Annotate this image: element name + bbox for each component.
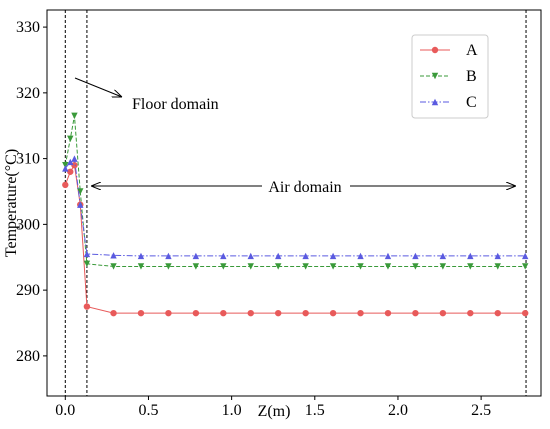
point — [521, 263, 529, 270]
point — [137, 252, 145, 260]
legend-label: C — [466, 94, 477, 111]
point — [494, 252, 501, 260]
point — [62, 181, 69, 189]
y-tick-label: 320 — [16, 85, 40, 102]
y-tick-label: 300 — [16, 216, 40, 233]
point — [137, 263, 145, 270]
point — [71, 155, 78, 162]
point — [62, 161, 69, 169]
point — [77, 188, 84, 195]
x-tick-label: 0.0 — [55, 402, 75, 419]
point — [67, 135, 74, 143]
legend-marker — [431, 72, 439, 80]
y-tick-label: 290 — [16, 282, 40, 299]
point — [110, 309, 117, 317]
point — [247, 309, 254, 317]
point — [494, 309, 501, 317]
point — [220, 252, 227, 260]
point — [71, 112, 78, 120]
point — [83, 303, 91, 310]
y-axis-label: Temperature(°C) — [3, 149, 20, 257]
point — [329, 263, 337, 270]
y-tick-label: 330 — [16, 19, 40, 36]
point — [274, 309, 282, 317]
point — [521, 309, 529, 317]
x-tick-label: 2.5 — [471, 402, 491, 419]
point — [220, 263, 227, 270]
point — [110, 263, 117, 270]
point — [165, 263, 172, 270]
point — [384, 252, 392, 260]
point — [494, 263, 501, 270]
point — [384, 309, 392, 317]
x-tick-label: 1.0 — [222, 402, 242, 419]
point — [77, 201, 84, 208]
point — [165, 309, 172, 317]
point — [274, 263, 282, 270]
point — [357, 252, 364, 260]
y-tick-label: 310 — [16, 151, 40, 168]
point — [67, 158, 74, 166]
x-tick-label: 2.0 — [388, 402, 408, 419]
point — [247, 252, 254, 260]
point — [302, 252, 309, 260]
point — [302, 309, 309, 317]
point — [165, 252, 172, 260]
x-tick-label: 1.5 — [305, 402, 325, 419]
y-tick-label: 280 — [16, 348, 40, 365]
legend-marker — [431, 46, 439, 54]
legend-label: B — [466, 68, 477, 85]
point — [384, 263, 392, 270]
point — [467, 252, 474, 260]
point — [274, 252, 282, 260]
point — [192, 263, 200, 270]
annotation-arrow — [74, 77, 122, 97]
series-line — [64, 157, 526, 257]
point — [521, 252, 529, 260]
point — [302, 263, 309, 270]
legend-label: A — [466, 42, 478, 59]
legend-marker — [431, 98, 439, 106]
point — [83, 260, 91, 268]
point — [439, 309, 447, 317]
point — [329, 252, 337, 260]
point — [357, 263, 364, 270]
point — [329, 309, 337, 317]
point — [67, 168, 74, 175]
point — [467, 309, 474, 317]
point — [412, 252, 419, 260]
point — [62, 165, 69, 172]
point — [439, 252, 447, 260]
point — [467, 263, 474, 270]
annotation: Floor domain — [132, 96, 219, 113]
point — [83, 250, 91, 258]
point — [71, 161, 78, 169]
point — [137, 309, 145, 317]
point — [247, 263, 254, 270]
point — [220, 309, 227, 317]
legend-box — [411, 34, 489, 119]
plot-frame — [46, 9, 542, 397]
point — [412, 263, 419, 270]
x-axis-label: Z(m) — [258, 403, 291, 420]
annotation: Air domain — [268, 179, 341, 196]
point — [192, 252, 200, 260]
point — [439, 263, 447, 270]
x-tick-label: 0.5 — [138, 402, 158, 419]
point — [412, 309, 419, 317]
point — [192, 309, 200, 317]
point — [357, 309, 364, 317]
point — [110, 252, 117, 259]
